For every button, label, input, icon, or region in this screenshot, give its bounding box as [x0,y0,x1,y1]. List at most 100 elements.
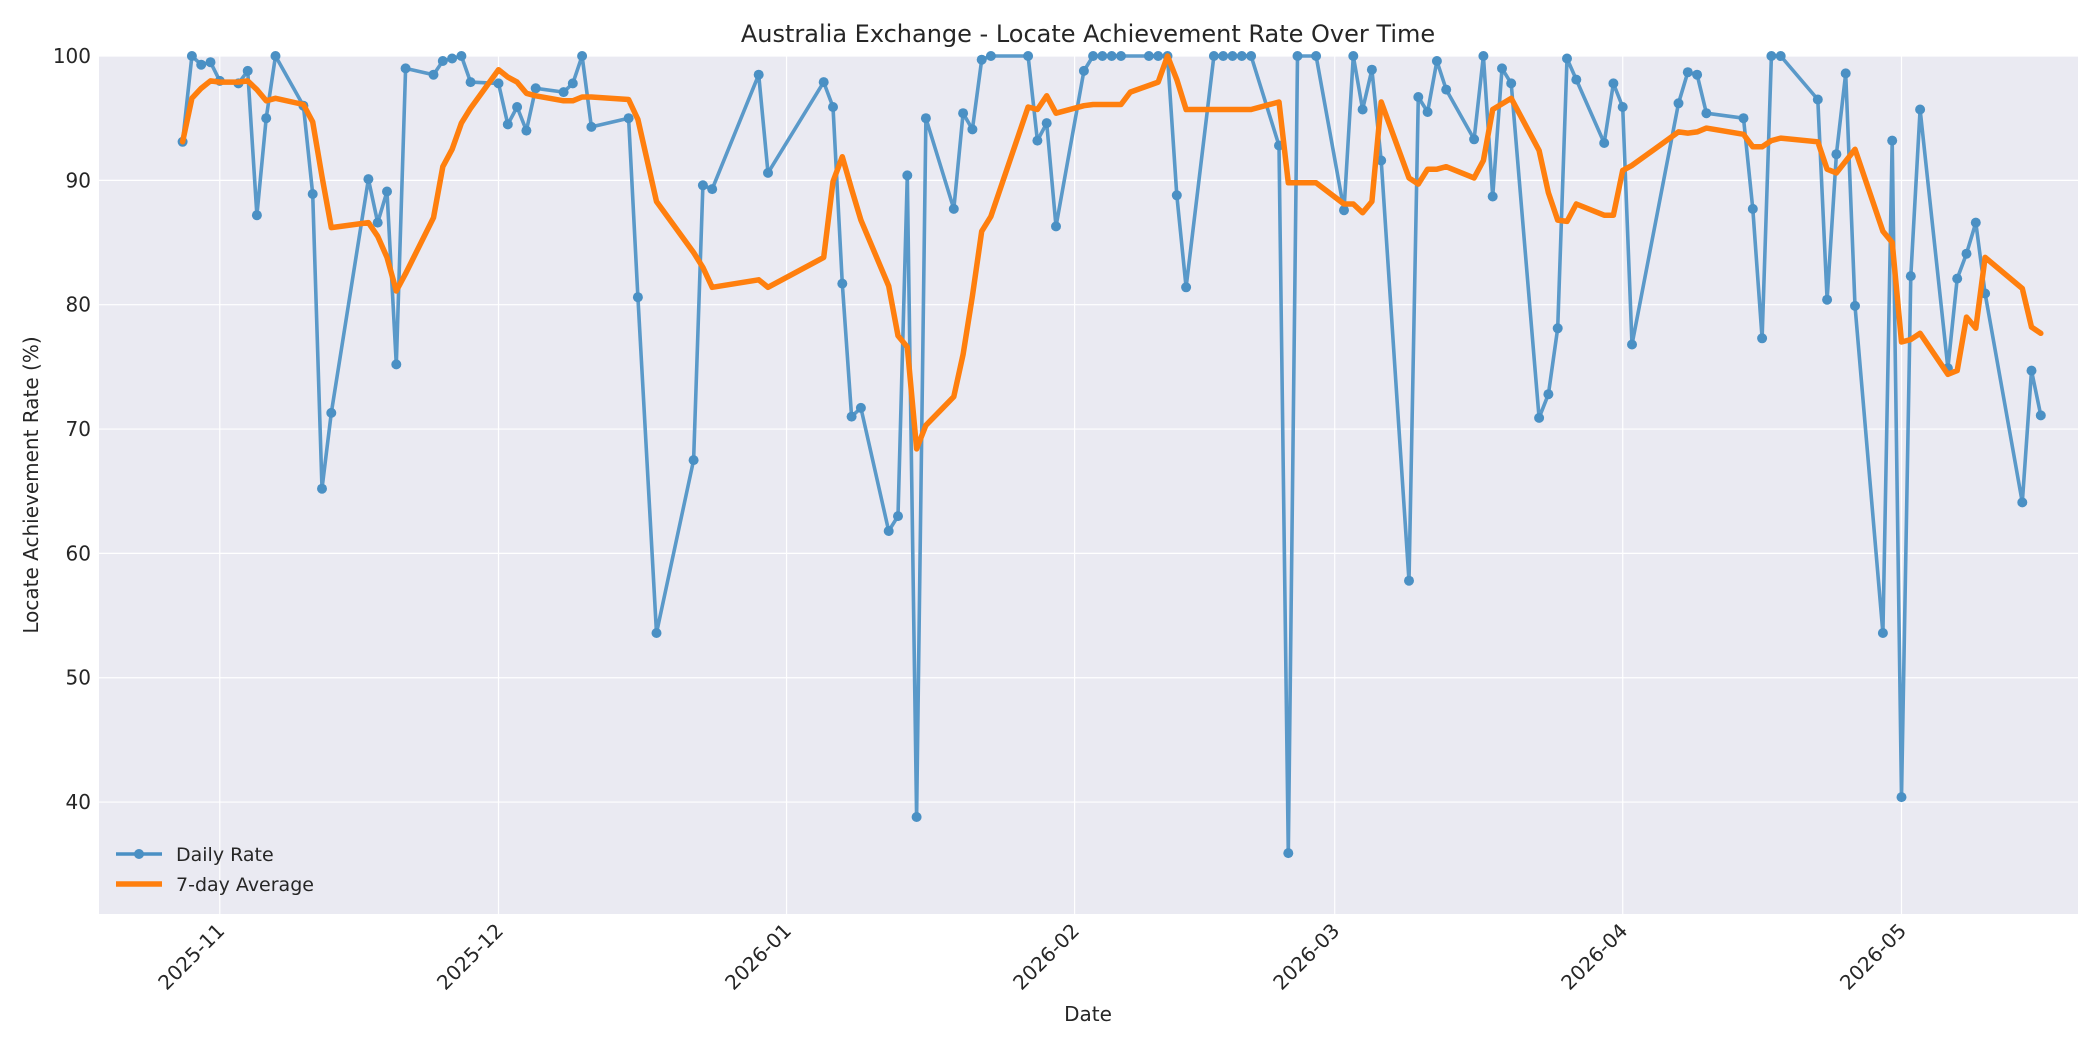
daily-rate-point [976,54,987,65]
daily-rate-point [1051,221,1061,232]
daily-rate-point [1236,51,1247,61]
daily-rate-point [1905,271,1916,282]
daily-rate-point [372,217,383,228]
daily-rate-point [1404,575,1414,586]
daily-rate-point [920,113,931,124]
daily-rate-point [1822,294,1833,305]
daily-rate-point [1627,339,1637,350]
daily-rate-point [1487,191,1498,202]
legend: Daily Rate 7-day Average [116,844,314,896]
y-axis-label: Locate Achievement Rate (%) [19,336,43,633]
daily-rate-point [828,102,838,112]
daily-rate-point [763,167,773,178]
chart-title: Australia Exchange - Locate Achievement … [741,20,1435,48]
series-seven-day-average [179,53,2044,452]
daily-rate-point [437,56,448,66]
daily-rate-point [1775,51,1786,61]
daily-rate-point [1766,51,1777,61]
daily-rate-point [911,812,922,822]
daily-rate-point [428,69,439,80]
daily-rate-point [1497,63,1507,74]
daily-rate-point [1032,135,1043,146]
daily-rate-point [242,65,253,76]
daily-rate-point [1877,628,1888,638]
daily-rate-point [1850,300,1860,311]
daily-rate-point [1506,78,1517,89]
daily-rate-point [1840,68,1851,79]
daily-rate-point [558,87,569,98]
daily-rate-point [1441,84,1452,95]
daily-rate-point [837,278,848,289]
legend-label: 7-day Average [176,874,314,896]
y-tick-label: 40 [66,790,91,814]
daily-rate-point [1478,51,1489,61]
daily-rate-point [1023,51,1034,61]
daily-rate-point [855,402,866,413]
daily-rate-point [846,411,857,422]
daily-rate-point [1831,149,1842,160]
daily-rate-point [502,119,513,130]
daily-rate-point [2017,497,2028,508]
daily-rate-point [1534,412,1545,423]
daily-rate-point [1171,190,1182,201]
daily-rate-point [1088,51,1099,61]
daily-rate-point [530,83,541,94]
daily-rate-point [493,78,504,89]
daily-rate-point [1562,53,1572,64]
daily-rate-point [902,170,913,181]
daily-rate-point [2035,410,2046,421]
daily-rate-point [1097,51,1108,61]
daily-rate-point [1106,51,1117,61]
plot-area [99,56,2078,914]
daily-rate-point [1692,69,1703,80]
y-axis: 40 50 60 70 80 90 100 [53,44,91,814]
daily-rate-point [883,526,894,536]
daily-rate-point [948,203,959,214]
daily-rate-point [1218,51,1229,61]
daily-rate-point [1116,51,1126,61]
daily-rate-point [1552,323,1563,334]
daily-rate-point [1366,64,1377,75]
daily-rate-point [1283,848,1294,859]
daily-rate-point [2026,365,2037,376]
daily-rate-point [1041,118,1052,129]
daily-rate-point [1339,205,1349,216]
daily-rate-point [391,359,402,370]
daily-rate-point [1469,134,1480,145]
daily-rate-point [651,628,662,638]
daily-rate-point [818,77,829,88]
daily-rate-point [512,102,523,112]
daily-rate-point [465,77,476,88]
daily-rate-point [456,51,467,61]
daily-rate-point [251,210,262,221]
daily-rate-point [1896,792,1907,803]
daily-rate-point [688,455,699,466]
legend-label: Daily Rate [176,844,274,866]
daily-rate-point [632,292,643,303]
daily-rate-point [1431,56,1442,66]
y-tick-label: 50 [66,666,91,690]
daily-rate-point [1970,217,1981,228]
daily-rate-point [326,407,337,418]
series-daily-rate [177,51,2046,859]
daily-rate-point [1543,389,1554,400]
daily-rate-point [586,121,597,132]
daily-rate-point [1227,51,1238,61]
y-tick-label: 100 [53,44,91,68]
y-tick-label: 60 [66,541,91,565]
daily-rate-point [967,124,978,135]
y-tick-label: 80 [66,293,91,317]
daily-rate-point [363,174,374,185]
daily-rate-point [1571,74,1582,85]
daily-rate-point [1413,92,1424,102]
daily-rate-point [186,51,197,61]
daily-rate-point [697,180,708,191]
daily-rate-point [1673,98,1684,109]
daily-rate-point [1348,51,1359,61]
y-tick-label: 70 [66,417,91,441]
daily-rate-point [1292,51,1303,61]
daily-rate-point [196,59,207,70]
daily-rate-point [1246,51,1257,61]
daily-rate-point [317,483,327,494]
